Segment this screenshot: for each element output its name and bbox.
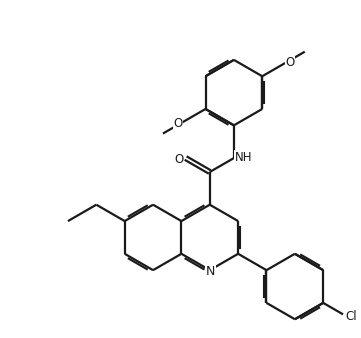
Text: O: O bbox=[174, 152, 183, 166]
Text: Cl: Cl bbox=[345, 310, 357, 323]
Text: NH: NH bbox=[235, 150, 253, 164]
Text: O: O bbox=[285, 56, 295, 69]
Text: O: O bbox=[173, 117, 183, 129]
Text: N: N bbox=[206, 265, 216, 277]
